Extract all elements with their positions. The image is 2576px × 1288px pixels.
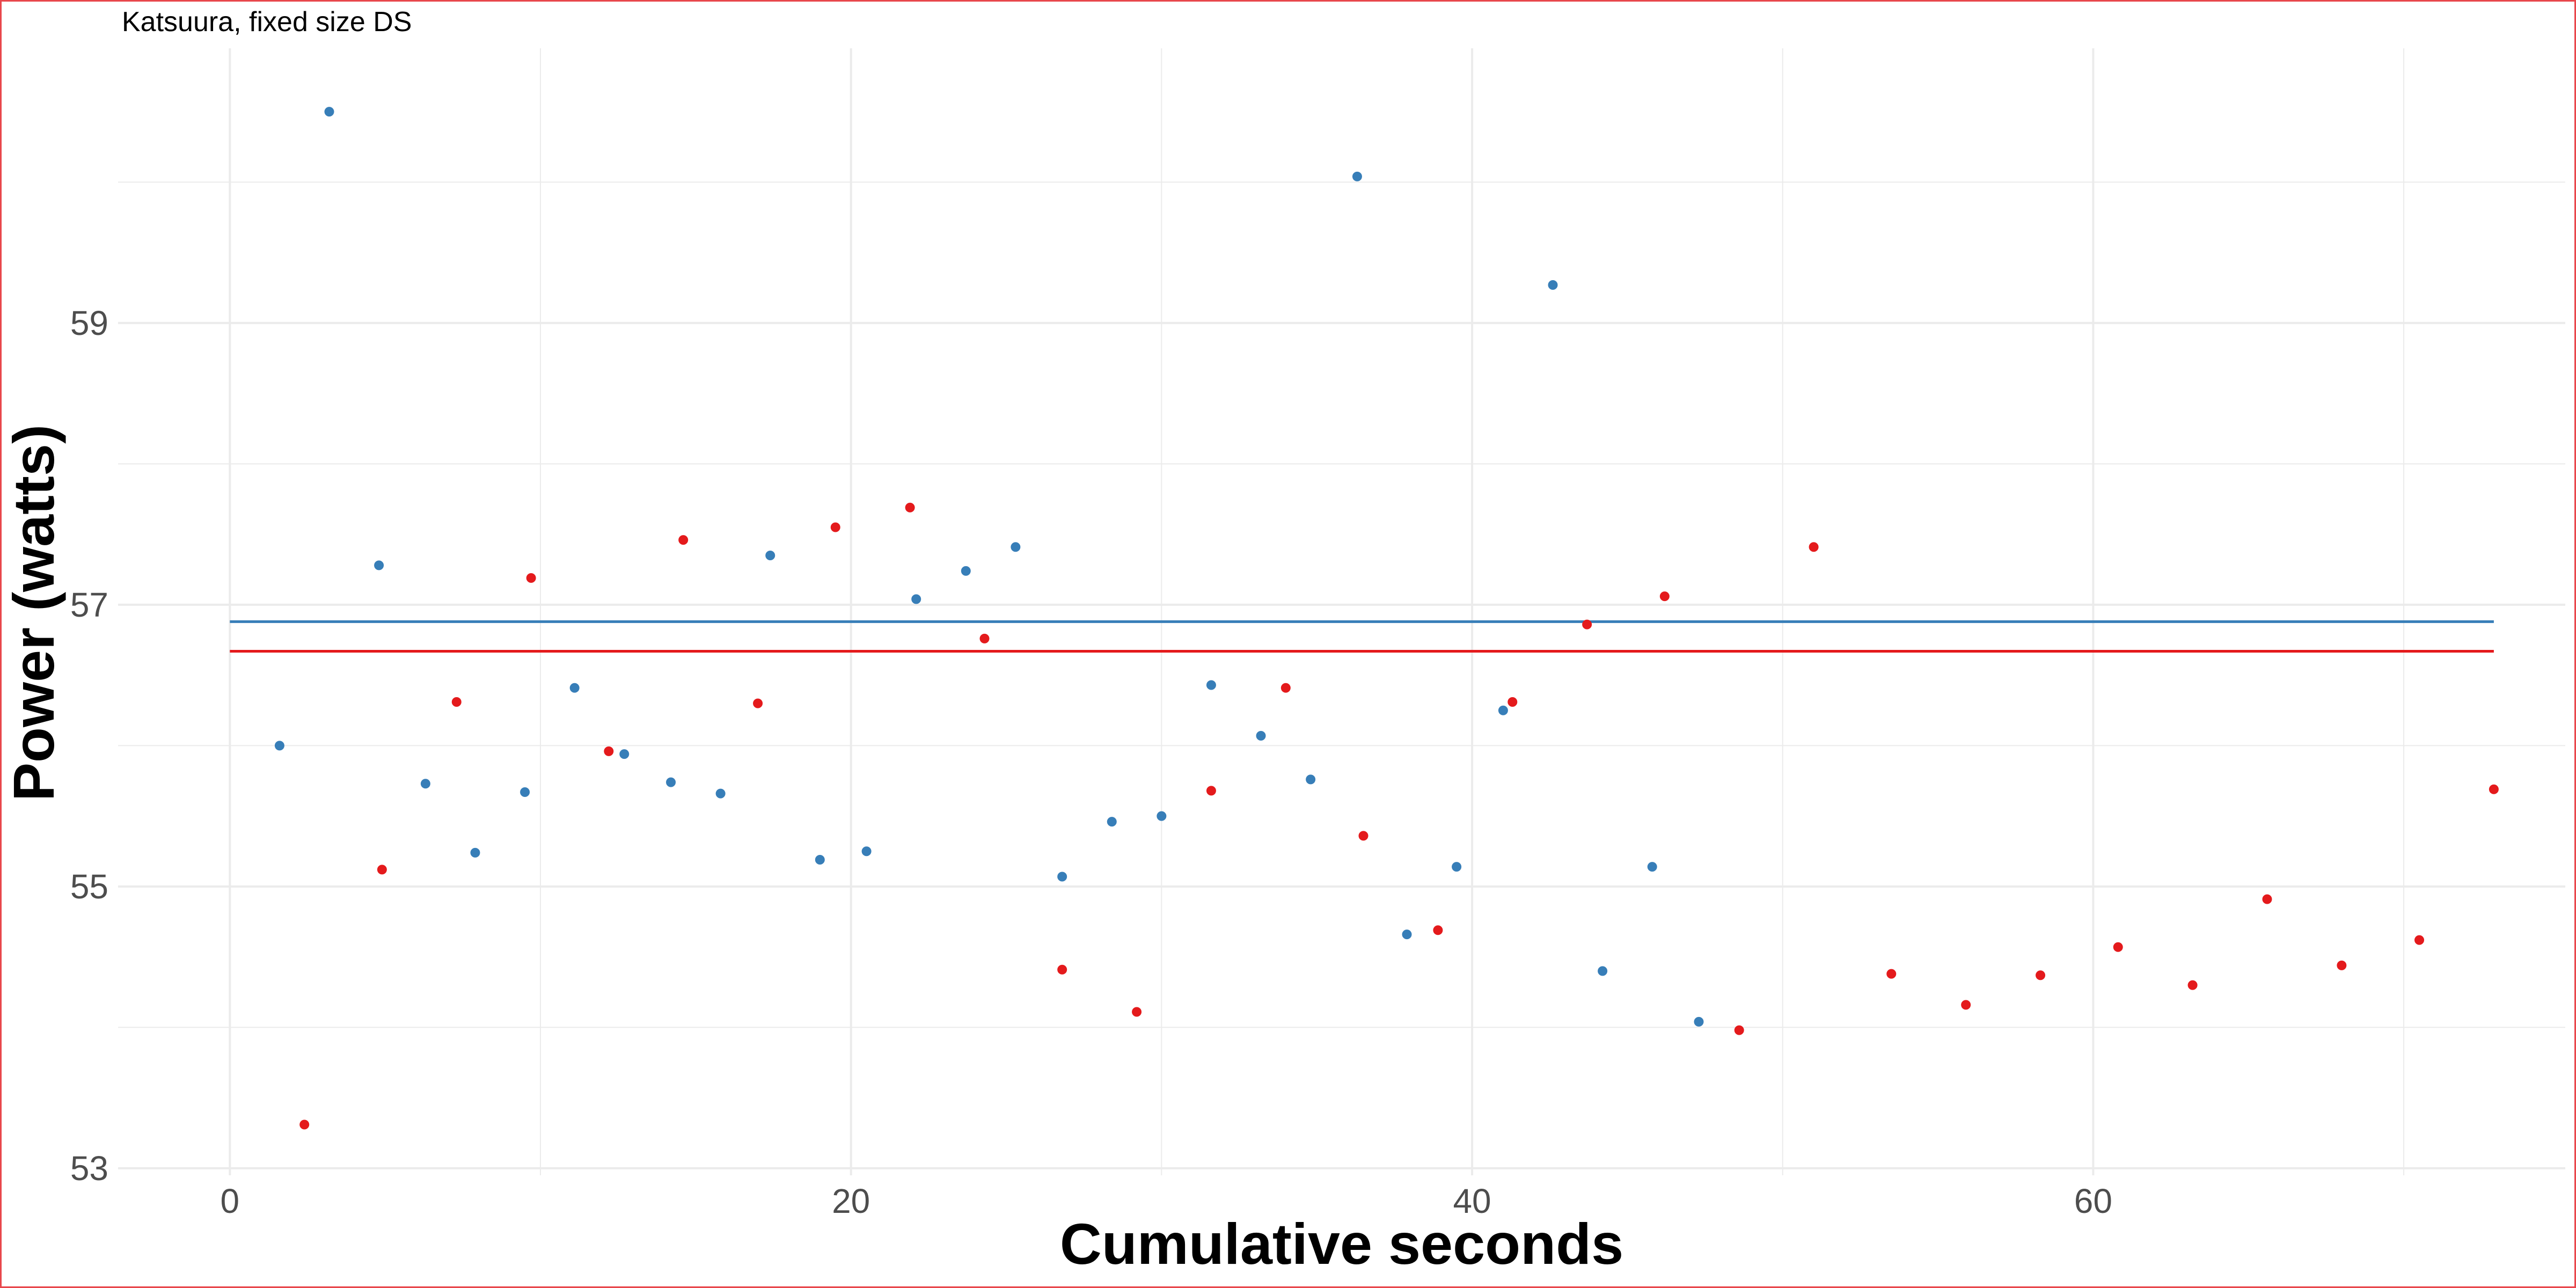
red-data-point	[2414, 935, 2425, 945]
red-data-point	[299, 1119, 310, 1130]
y-tick-label: 55	[70, 867, 108, 906]
blue-data-point	[470, 847, 480, 858]
blue-data-point	[1107, 817, 1117, 827]
blue-data-point	[1694, 1016, 1704, 1027]
blue-data-point	[1647, 862, 1657, 872]
blue-data-point	[1352, 171, 1362, 181]
red-data-point	[2262, 894, 2272, 904]
red-data-point	[604, 746, 614, 756]
blue-data-point	[1598, 966, 1608, 976]
minor-gridlines	[118, 48, 2565, 1175]
blue-data-point	[1157, 811, 1167, 821]
blue-data-point	[1206, 680, 1216, 690]
blue-data-point	[1498, 705, 1508, 715]
red-data-point	[526, 573, 536, 583]
x-axis-title: Cumulative seconds	[1060, 1211, 1623, 1276]
x-tick-label: 20	[832, 1182, 870, 1220]
y-tick-labels: 53 55 57 59	[70, 304, 108, 1188]
blue-data-point	[765, 551, 775, 560]
red-data-point	[451, 697, 462, 707]
red-data-point	[2113, 942, 2123, 952]
blue-data-point	[1256, 731, 1266, 741]
major-gridlines	[118, 48, 2565, 1175]
red-data-point	[1659, 591, 1670, 602]
red-data-point	[1206, 786, 1216, 796]
y-axis-title: Power (watts)	[1, 425, 66, 801]
red-data-point	[1886, 969, 1897, 979]
red-data-point	[830, 522, 840, 532]
blue-data-point	[961, 566, 971, 576]
blue-data-point	[1011, 542, 1021, 552]
red-data-point	[1132, 1007, 1142, 1017]
red-data-point	[1057, 964, 1067, 975]
y-tick-label: 57	[70, 586, 108, 624]
blue-data-point	[1402, 930, 1412, 940]
red-data-point	[1358, 831, 1368, 841]
red-data-point	[2489, 784, 2499, 794]
blue-data-point	[1452, 862, 1462, 872]
y-tick-label: 53	[70, 1149, 108, 1188]
blue-data-point	[666, 777, 676, 787]
blue-data-point	[374, 560, 384, 570]
blue-data-point	[274, 741, 284, 751]
blue-data-point	[1306, 774, 1316, 785]
blue-data-point	[324, 107, 334, 117]
red-data-point	[2187, 980, 2198, 990]
blue-data-point	[1057, 872, 1067, 882]
red-data-point	[2337, 960, 2347, 970]
red-data-point	[1507, 697, 1518, 707]
red-data-point	[1809, 542, 1819, 552]
blue-data-point	[815, 855, 825, 865]
x-tick-label: 60	[2074, 1182, 2112, 1220]
blue-data-point	[520, 787, 530, 797]
red-data-point	[979, 633, 990, 643]
blue-data-point	[420, 779, 430, 789]
x-tick-labels: 0 20 40 60	[221, 1182, 2112, 1220]
red-data-point	[2036, 970, 2046, 980]
red-data-point	[1734, 1025, 1744, 1035]
red-data-point	[905, 502, 915, 513]
red-data-point	[678, 535, 689, 545]
x-tick-label: 0	[221, 1182, 240, 1220]
blue-data-point	[715, 788, 726, 799]
mean-lines	[230, 620, 2494, 653]
y-tick-label: 59	[70, 304, 108, 342]
blue-data-point	[861, 846, 872, 857]
red-data-point	[1582, 619, 1592, 630]
blue-data-point	[569, 683, 580, 693]
red-data-point	[377, 865, 387, 875]
x-tick-label: 40	[1453, 1182, 1491, 1220]
blue-data-point	[619, 749, 630, 759]
red-data-point	[753, 698, 763, 708]
red-data-point	[1961, 1000, 1971, 1010]
blue-data-point	[911, 594, 921, 604]
red-data-point	[1280, 683, 1291, 693]
chart-title: Katsuura, fixed size DS	[122, 6, 412, 38]
red-data-point	[1433, 925, 1443, 935]
data-points	[274, 107, 2499, 1130]
blue-data-point	[1548, 280, 1558, 290]
